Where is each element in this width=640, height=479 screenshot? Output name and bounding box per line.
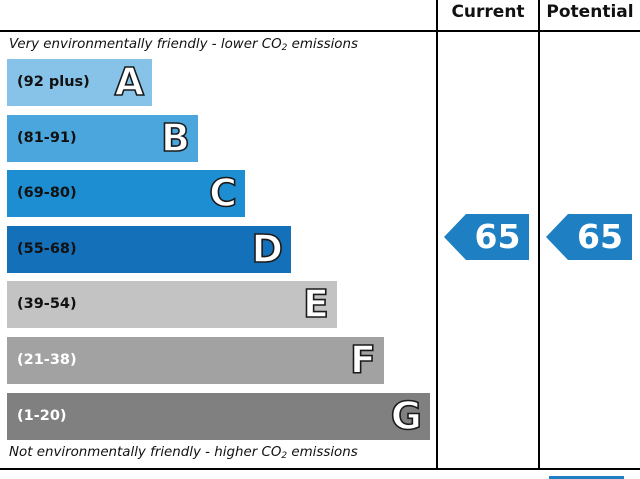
band-g: (1-20) G [7,393,430,440]
potential-rating-value: 65 [577,217,623,256]
potential-header: Potential [546,2,634,22]
bottom-note-suffix: emissions [287,445,358,460]
band-e-range: (39-54) [17,296,77,312]
band-b: (81-91) B [7,115,198,162]
bottom-note-text: Not environmentally friendly - higher C [9,445,271,460]
column-divider-2 [538,0,540,470]
band-c-letter: C [208,170,237,216]
top-note-co2: O [271,37,282,52]
band-c: (69-80) C [7,170,245,217]
band-d-range: (55-68) [17,241,77,257]
top-note-suffix: emissions [287,37,358,52]
band-d-letter: D [251,226,284,272]
band-a-range: (92 plus) [17,74,90,90]
potential-arrow-shape [546,214,632,260]
band-b-range: (81-91) [17,130,77,146]
current-header: Current [451,2,525,22]
band-a-letter: A [114,59,145,105]
band-e-letter: E [302,281,330,327]
bottom-note-co2: O [270,445,282,460]
band-a: (92 plus) A [7,59,152,106]
bottom-note: Not environmentally friendly - higher CO… [9,445,358,461]
frame-top-rule [0,30,640,32]
bottom-note-subscript: 2 [281,451,288,461]
frame-bottom-rule [0,468,640,470]
band-f-range: (21-38) [17,352,77,368]
current-rating-value: 65 [474,217,521,256]
column-divider-1 [436,0,438,470]
band-f: (21-38) F [7,337,384,384]
current-arrow-shape [444,214,529,260]
band-g-letter: G [390,393,423,439]
potential-rating-arrow: 65 [546,214,632,260]
current-rating-arrow: 65 [444,214,529,260]
top-note-subscript: 2 [281,43,288,53]
band-g-range: (1-20) [17,408,67,424]
band-e: (39-54) E [7,281,337,328]
band-b-letter: B [160,115,191,161]
top-note: Very environmentally friendly - lower CO… [9,37,358,53]
next-section-edge [549,476,624,479]
band-f-letter: F [349,337,377,383]
top-note-text: Very environmentally friendly - lower C [9,37,272,52]
band-c-range: (69-80) [17,185,77,201]
band-d: (55-68) D [7,226,291,273]
